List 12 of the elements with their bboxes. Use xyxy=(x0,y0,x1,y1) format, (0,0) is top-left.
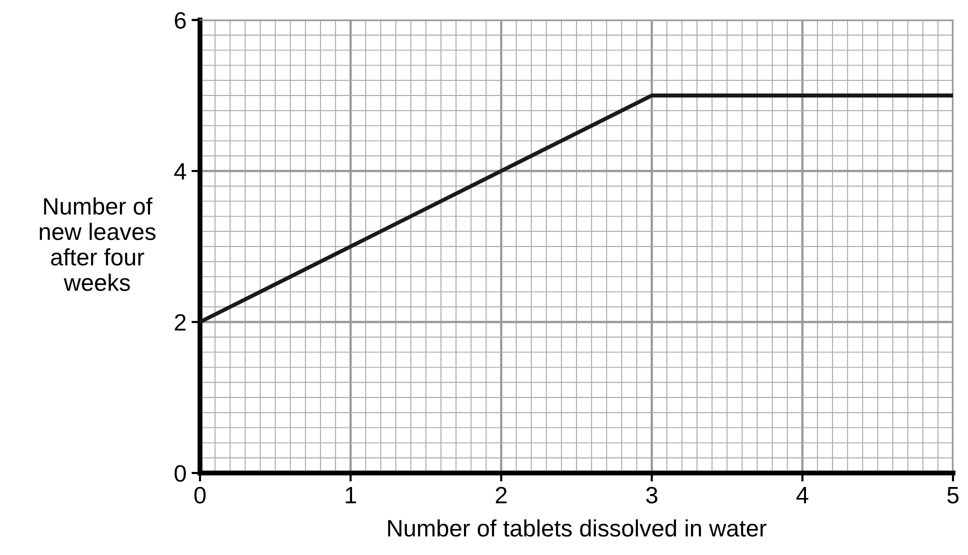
x-tick-label: 0 xyxy=(194,486,206,504)
y-tick-label: 4 xyxy=(174,163,186,180)
x-tick-label: 4 xyxy=(796,487,808,504)
y-tick-label: 2 xyxy=(174,314,186,331)
x-tick-label: 1 xyxy=(346,487,356,504)
y-axis-title: Number of new leaves after four weeks xyxy=(40,197,156,291)
y-tick-label: 6 xyxy=(174,12,186,29)
x-axis-title: Number of tablets dissolved in water xyxy=(388,519,766,537)
x-tick-label: 2 xyxy=(496,486,507,504)
x-tick-label: 5 xyxy=(947,487,959,504)
x-tick-label: 3 xyxy=(646,486,658,504)
y-tick-label: 0 xyxy=(174,465,186,482)
